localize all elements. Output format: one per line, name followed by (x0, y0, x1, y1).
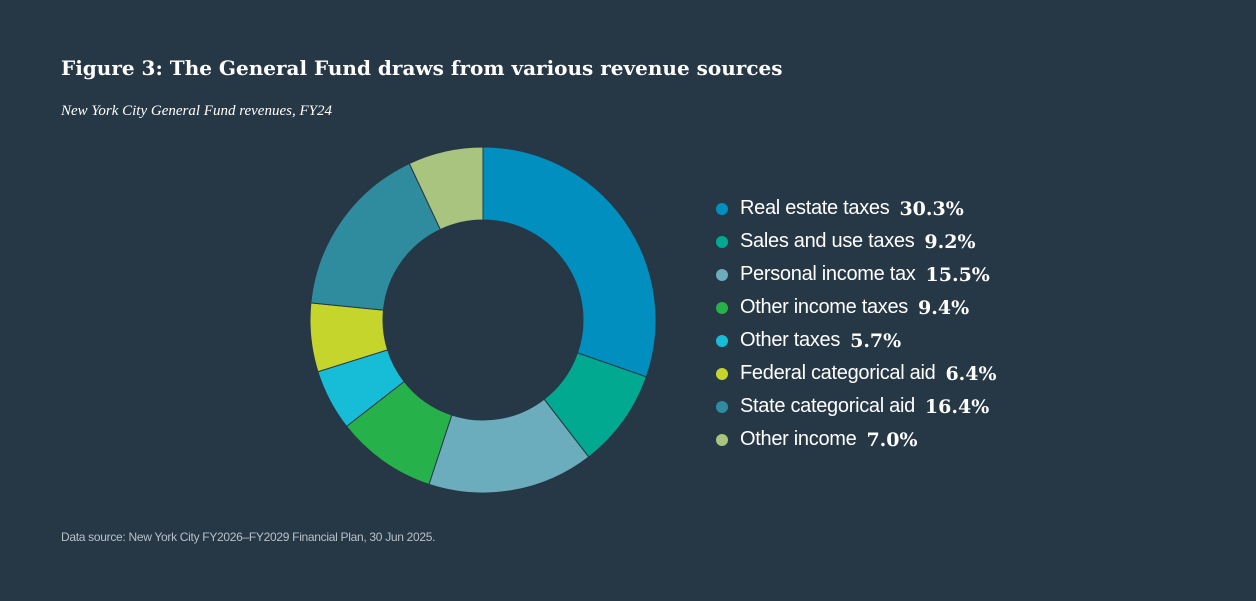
legend-label: Other taxes (740, 329, 841, 351)
donut-slice-real-estate-taxes (482, 146, 657, 378)
legend-label: Other income taxes (740, 296, 909, 318)
legend: Real estate taxes 30.3% Sales and use taxe… (716, 192, 997, 456)
chart-subtitle: New York City General Fund revenues, FY2… (61, 103, 332, 119)
legend-swatch (716, 301, 728, 314)
legend-item: Federal categorical aid 6.4% (716, 357, 997, 390)
legend-label: State categorical aid (740, 395, 915, 417)
legend-value: 7.0% (866, 428, 918, 451)
legend-item: Other income taxes 9.4% (716, 291, 997, 324)
legend-label: Sales and use taxes (740, 230, 915, 252)
legend-swatch (716, 268, 728, 281)
legend-value: 30.3% (899, 197, 964, 220)
legend-value: 9.4% (918, 296, 970, 319)
chart-title: Figure 3: The General Fund draws from va… (61, 56, 783, 80)
legend-swatch (716, 367, 728, 380)
legend-item: Other taxes 5.7% (716, 324, 997, 357)
legend-value: 5.7% (850, 329, 902, 352)
legend-label: Other income (740, 428, 857, 450)
legend-value: 16.4% (924, 395, 990, 418)
legend-item: Real estate taxes 30.3% (716, 192, 997, 225)
data-source-note: Data source: New York City FY2026–FY2029… (61, 530, 436, 544)
legend-item: Personal income tax 15.5% (716, 258, 997, 291)
donut-chart (309, 146, 657, 494)
legend-label: Real estate taxes (740, 197, 890, 219)
legend-swatch (716, 334, 728, 347)
legend-swatch (716, 235, 728, 248)
legend-value: 6.4% (945, 362, 997, 385)
donut-slice-other-income (408, 146, 484, 231)
legend-label: Personal income tax (740, 263, 916, 285)
legend-swatch (716, 400, 728, 413)
legend-label: Federal categorical aid (740, 362, 936, 384)
legend-value: 15.5% (925, 263, 990, 286)
legend-value: 9.2% (924, 230, 976, 253)
legend-item: State categorical aid 16.4% (716, 390, 997, 423)
legend-item: Sales and use taxes 9.2% (716, 225, 997, 258)
legend-item: Other income 7.0% (716, 423, 997, 456)
legend-swatch (716, 433, 728, 446)
legend-swatch (716, 202, 728, 215)
